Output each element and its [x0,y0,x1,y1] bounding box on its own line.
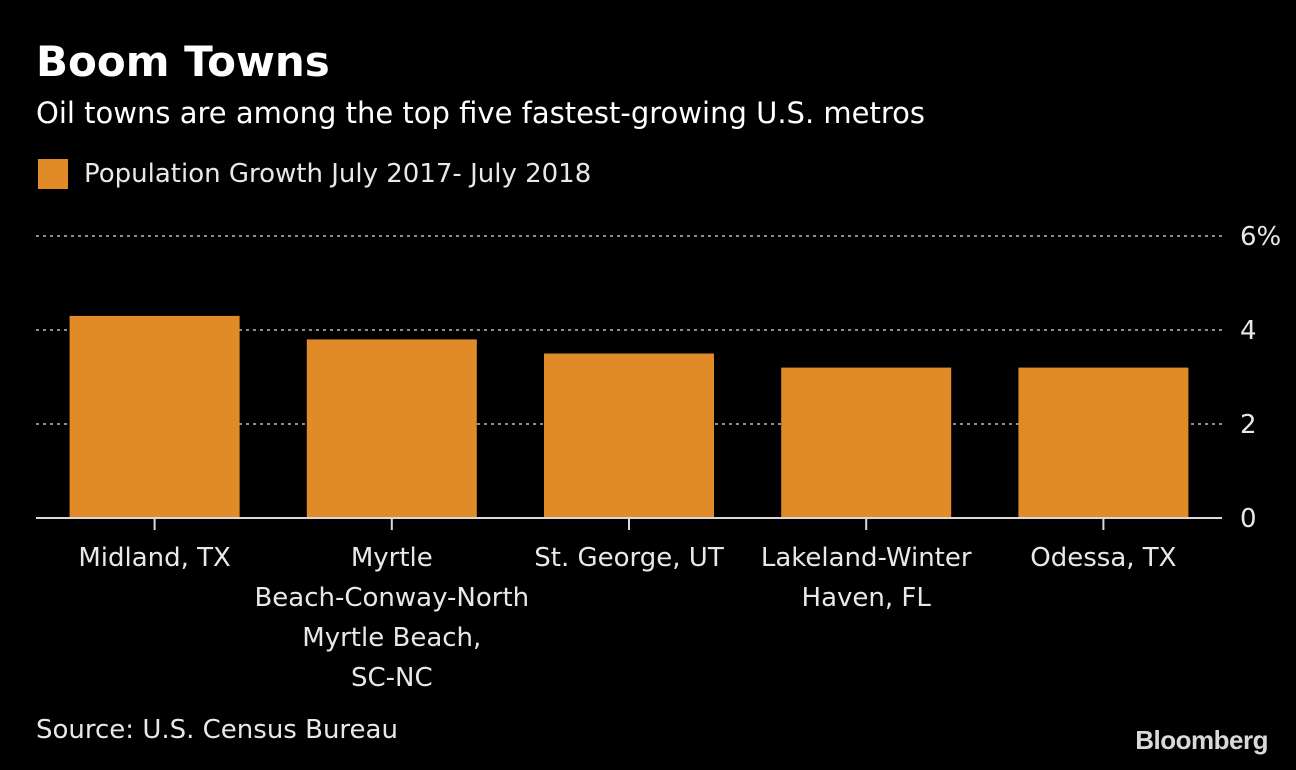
y-tick-labels: 0 2 4 6% [1240,222,1281,534]
category-label: Odessa, TX [1030,543,1176,573]
bar [69,315,240,518]
x-axis [36,517,1222,530]
chart-title: Boom Towns [36,37,330,86]
source-note: Source: U.S. Census Bureau [36,715,398,745]
legend-swatch [38,159,68,189]
y-tick-label: 4 [1240,316,1257,346]
y-tick-label: 0 [1240,504,1257,534]
category-label: Lakeland-Winter Haven, FL [761,543,972,613]
bar [306,339,477,518]
category-label: Myrtle Beach-Conway-North Myrtle Beach, SC-… [254,543,529,693]
bar [1018,367,1189,518]
y-tick-label: 2 [1240,410,1257,440]
bloomberg-logo: Bloomberg [1135,725,1268,755]
chart-subtitle: Oil towns are among the top five fastest… [36,96,925,130]
legend-label: Population Growth July 2017- July 2018 [84,159,592,189]
bar [544,353,714,518]
bar [781,367,952,518]
category-label: Midland, TX [78,543,231,573]
category-labels: Midland, TX Myrtle Beach-Conway-North Myrtl… [78,543,1176,693]
category-label: St. George, UT [534,543,724,573]
y-tick-label: 6% [1240,222,1281,252]
bars [69,315,1189,518]
legend: Population Growth July 2017- July 2018 [38,156,591,192]
